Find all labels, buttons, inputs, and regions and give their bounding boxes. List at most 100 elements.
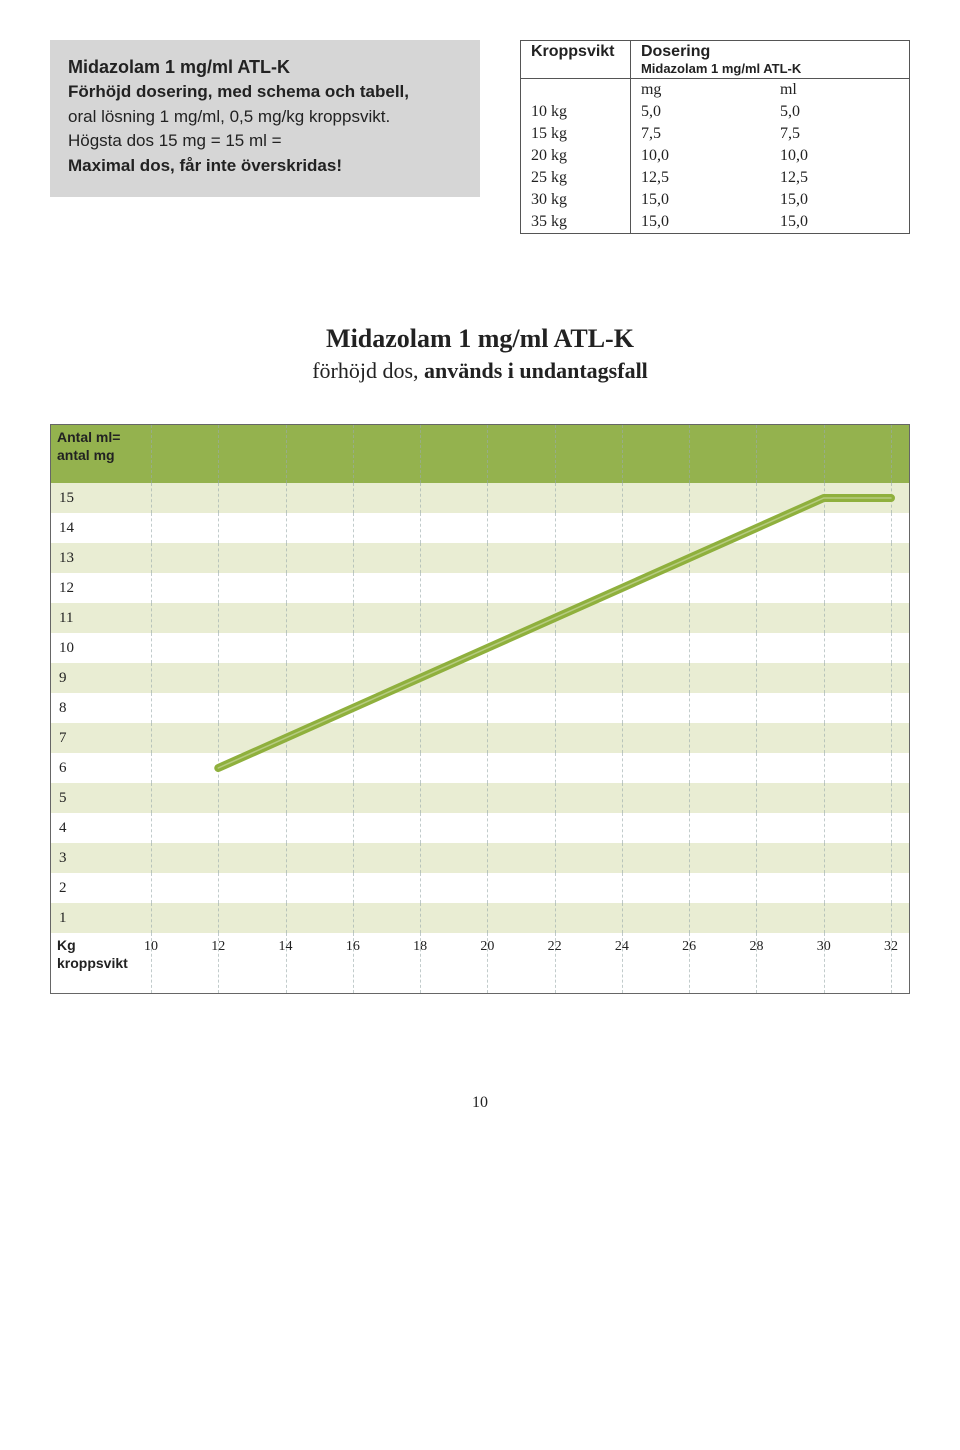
chart-subtitle-bold: används i undantagsfall: [424, 358, 648, 383]
chart-subtitle: förhöjd dos, används i undantagsfall: [50, 358, 910, 384]
cell-kv: 15 kg: [520, 123, 630, 145]
table-row: 20 kg10,010,0: [520, 145, 909, 167]
x-tick-label: 22: [548, 939, 562, 955]
chart-y-axis-label: Antal ml= antal mg: [51, 425, 131, 483]
x-tick-label: 26: [682, 939, 696, 955]
table-row: 25 kg12,512,5: [520, 167, 909, 189]
chart-plot-row: [131, 813, 909, 843]
y-tick-label: 12: [51, 573, 131, 603]
cell-mg: 12,5: [630, 167, 770, 189]
y-tick-label: 11: [51, 603, 131, 633]
table-row: 35 kg15,015,0: [520, 211, 909, 234]
chart-plot-row: [131, 723, 909, 753]
chart-title: Midazolam 1 mg/ml ATL-K: [50, 324, 910, 354]
cell-mg: 10,0: [630, 145, 770, 167]
y-tick-label: 4: [51, 813, 131, 843]
chart-plot-row: [131, 513, 909, 543]
x-tick-label: 16: [346, 939, 360, 955]
y-tick-label: 8: [51, 693, 131, 723]
info-line-1: Förhöjd dosering, med schema och tabell,: [68, 80, 462, 105]
cell-kv: 20 kg: [520, 145, 630, 167]
chart-row: 10: [51, 633, 909, 663]
cell-ml: 12,5: [770, 167, 910, 189]
dose-table: Kroppsvikt Dosering Midazolam 1 mg/ml AT…: [520, 40, 910, 234]
x-tick-label: 12: [211, 939, 225, 955]
table-row: 15 kg7,57,5: [520, 123, 909, 145]
cell-ml: 15,0: [770, 211, 910, 234]
x-label-1: Kg: [57, 937, 125, 955]
x-tick-label: 10: [144, 939, 158, 955]
y-tick-label: 14: [51, 513, 131, 543]
chart-row: 11: [51, 603, 909, 633]
chart-row: 12: [51, 573, 909, 603]
chart-plot-row: [131, 663, 909, 693]
chart-footer-grid: [131, 933, 909, 993]
chart-title-bold: Midazolam 1 mg/ml ATL-K: [326, 324, 634, 353]
y-label-2: antal mg: [57, 447, 115, 463]
dose-head-kv: Kroppsvikt: [520, 41, 630, 79]
cell-ml: 10,0: [770, 145, 910, 167]
chart: Antal ml= antal mg 151413121110987654321…: [50, 424, 910, 994]
x-tick-label: 24: [615, 939, 629, 955]
x-tick-label: 14: [279, 939, 293, 955]
chart-row: 1: [51, 903, 909, 933]
info-line-3: Högsta dos 15 mg = 15 ml =: [68, 129, 462, 154]
x-label-2: kroppsvikt: [57, 955, 125, 973]
cell-ml: 7,5: [770, 123, 910, 145]
x-tick-label: 18: [413, 939, 427, 955]
chart-plot-row: [131, 573, 909, 603]
chart-plot-row: [131, 603, 909, 633]
chart-header-band: Antal ml= antal mg: [51, 425, 909, 483]
table-row: 30 kg15,015,0: [520, 189, 909, 211]
info-title: Midazolam 1 mg/ml ATL-K: [68, 54, 462, 80]
cell-mg: 7,5: [630, 123, 770, 145]
info-box: Midazolam 1 mg/ml ATL-K Förhöjd dosering…: [50, 40, 480, 197]
x-tick-label: 32: [884, 939, 898, 955]
chart-x-ticks: 10 12 14 16 18 20 22 24 26 28 30 32: [131, 933, 909, 993]
cell-kv: 25 kg: [520, 167, 630, 189]
x-tick-label: 20: [480, 939, 494, 955]
dose-head-dose-label: Dosering: [641, 43, 710, 60]
chart-plot-row: [131, 753, 909, 783]
chart-row: 7: [51, 723, 909, 753]
chart-row: 3: [51, 843, 909, 873]
chart-subtitle-pre: förhöjd dos,: [312, 358, 424, 383]
chart-row: 5: [51, 783, 909, 813]
cell-kv: 35 kg: [520, 211, 630, 234]
chart-plot-row: [131, 873, 909, 903]
chart-row: 15: [51, 483, 909, 513]
y-tick-label: 6: [51, 753, 131, 783]
y-tick-label: 3: [51, 843, 131, 873]
info-line-2: oral lösning 1 mg/ml, 0,5 mg/kg kroppsvi…: [68, 105, 462, 130]
chart-row: 14: [51, 513, 909, 543]
x-tick-label: 28: [749, 939, 763, 955]
y-tick-label: 7: [51, 723, 131, 753]
info-line-4: Maximal dos, får inte överskridas!: [68, 154, 462, 179]
cell-kv: 30 kg: [520, 189, 630, 211]
cell-mg: 15,0: [630, 211, 770, 234]
table-row: 10 kg5,05,0: [520, 101, 909, 123]
chart-row: 6: [51, 753, 909, 783]
page-number: 10: [50, 1094, 910, 1112]
y-tick-label: 13: [51, 543, 131, 573]
y-tick-label: 10: [51, 633, 131, 663]
cell-mg: 5,0: [630, 101, 770, 123]
chart-header-grid: [131, 425, 909, 483]
chart-plot-row: [131, 843, 909, 873]
x-tick-label: 30: [817, 939, 831, 955]
chart-plot-row: [131, 783, 909, 813]
chart-plot-row: [131, 543, 909, 573]
chart-plot-row: [131, 483, 909, 513]
dose-col-mg: mg: [630, 79, 770, 102]
chart-x-axis-label: Kg kroppsvikt: [51, 933, 131, 993]
cell-mg: 15,0: [630, 189, 770, 211]
chart-row: 9: [51, 663, 909, 693]
chart-footer-band: Kg kroppsvikt 10 12 14 16 18 20 22 24 26 28 30 32: [51, 933, 909, 993]
dose-head-dose-sub: Midazolam 1 mg/ml ATL-K: [641, 61, 899, 76]
chart-rows: 151413121110987654321: [51, 483, 909, 933]
cell-kv: 10 kg: [520, 101, 630, 123]
chart-row: 13: [51, 543, 909, 573]
dose-head-dose: Dosering Midazolam 1 mg/ml ATL-K: [630, 41, 909, 79]
dose-col-ml: ml: [770, 79, 910, 102]
chart-row: 2: [51, 873, 909, 903]
